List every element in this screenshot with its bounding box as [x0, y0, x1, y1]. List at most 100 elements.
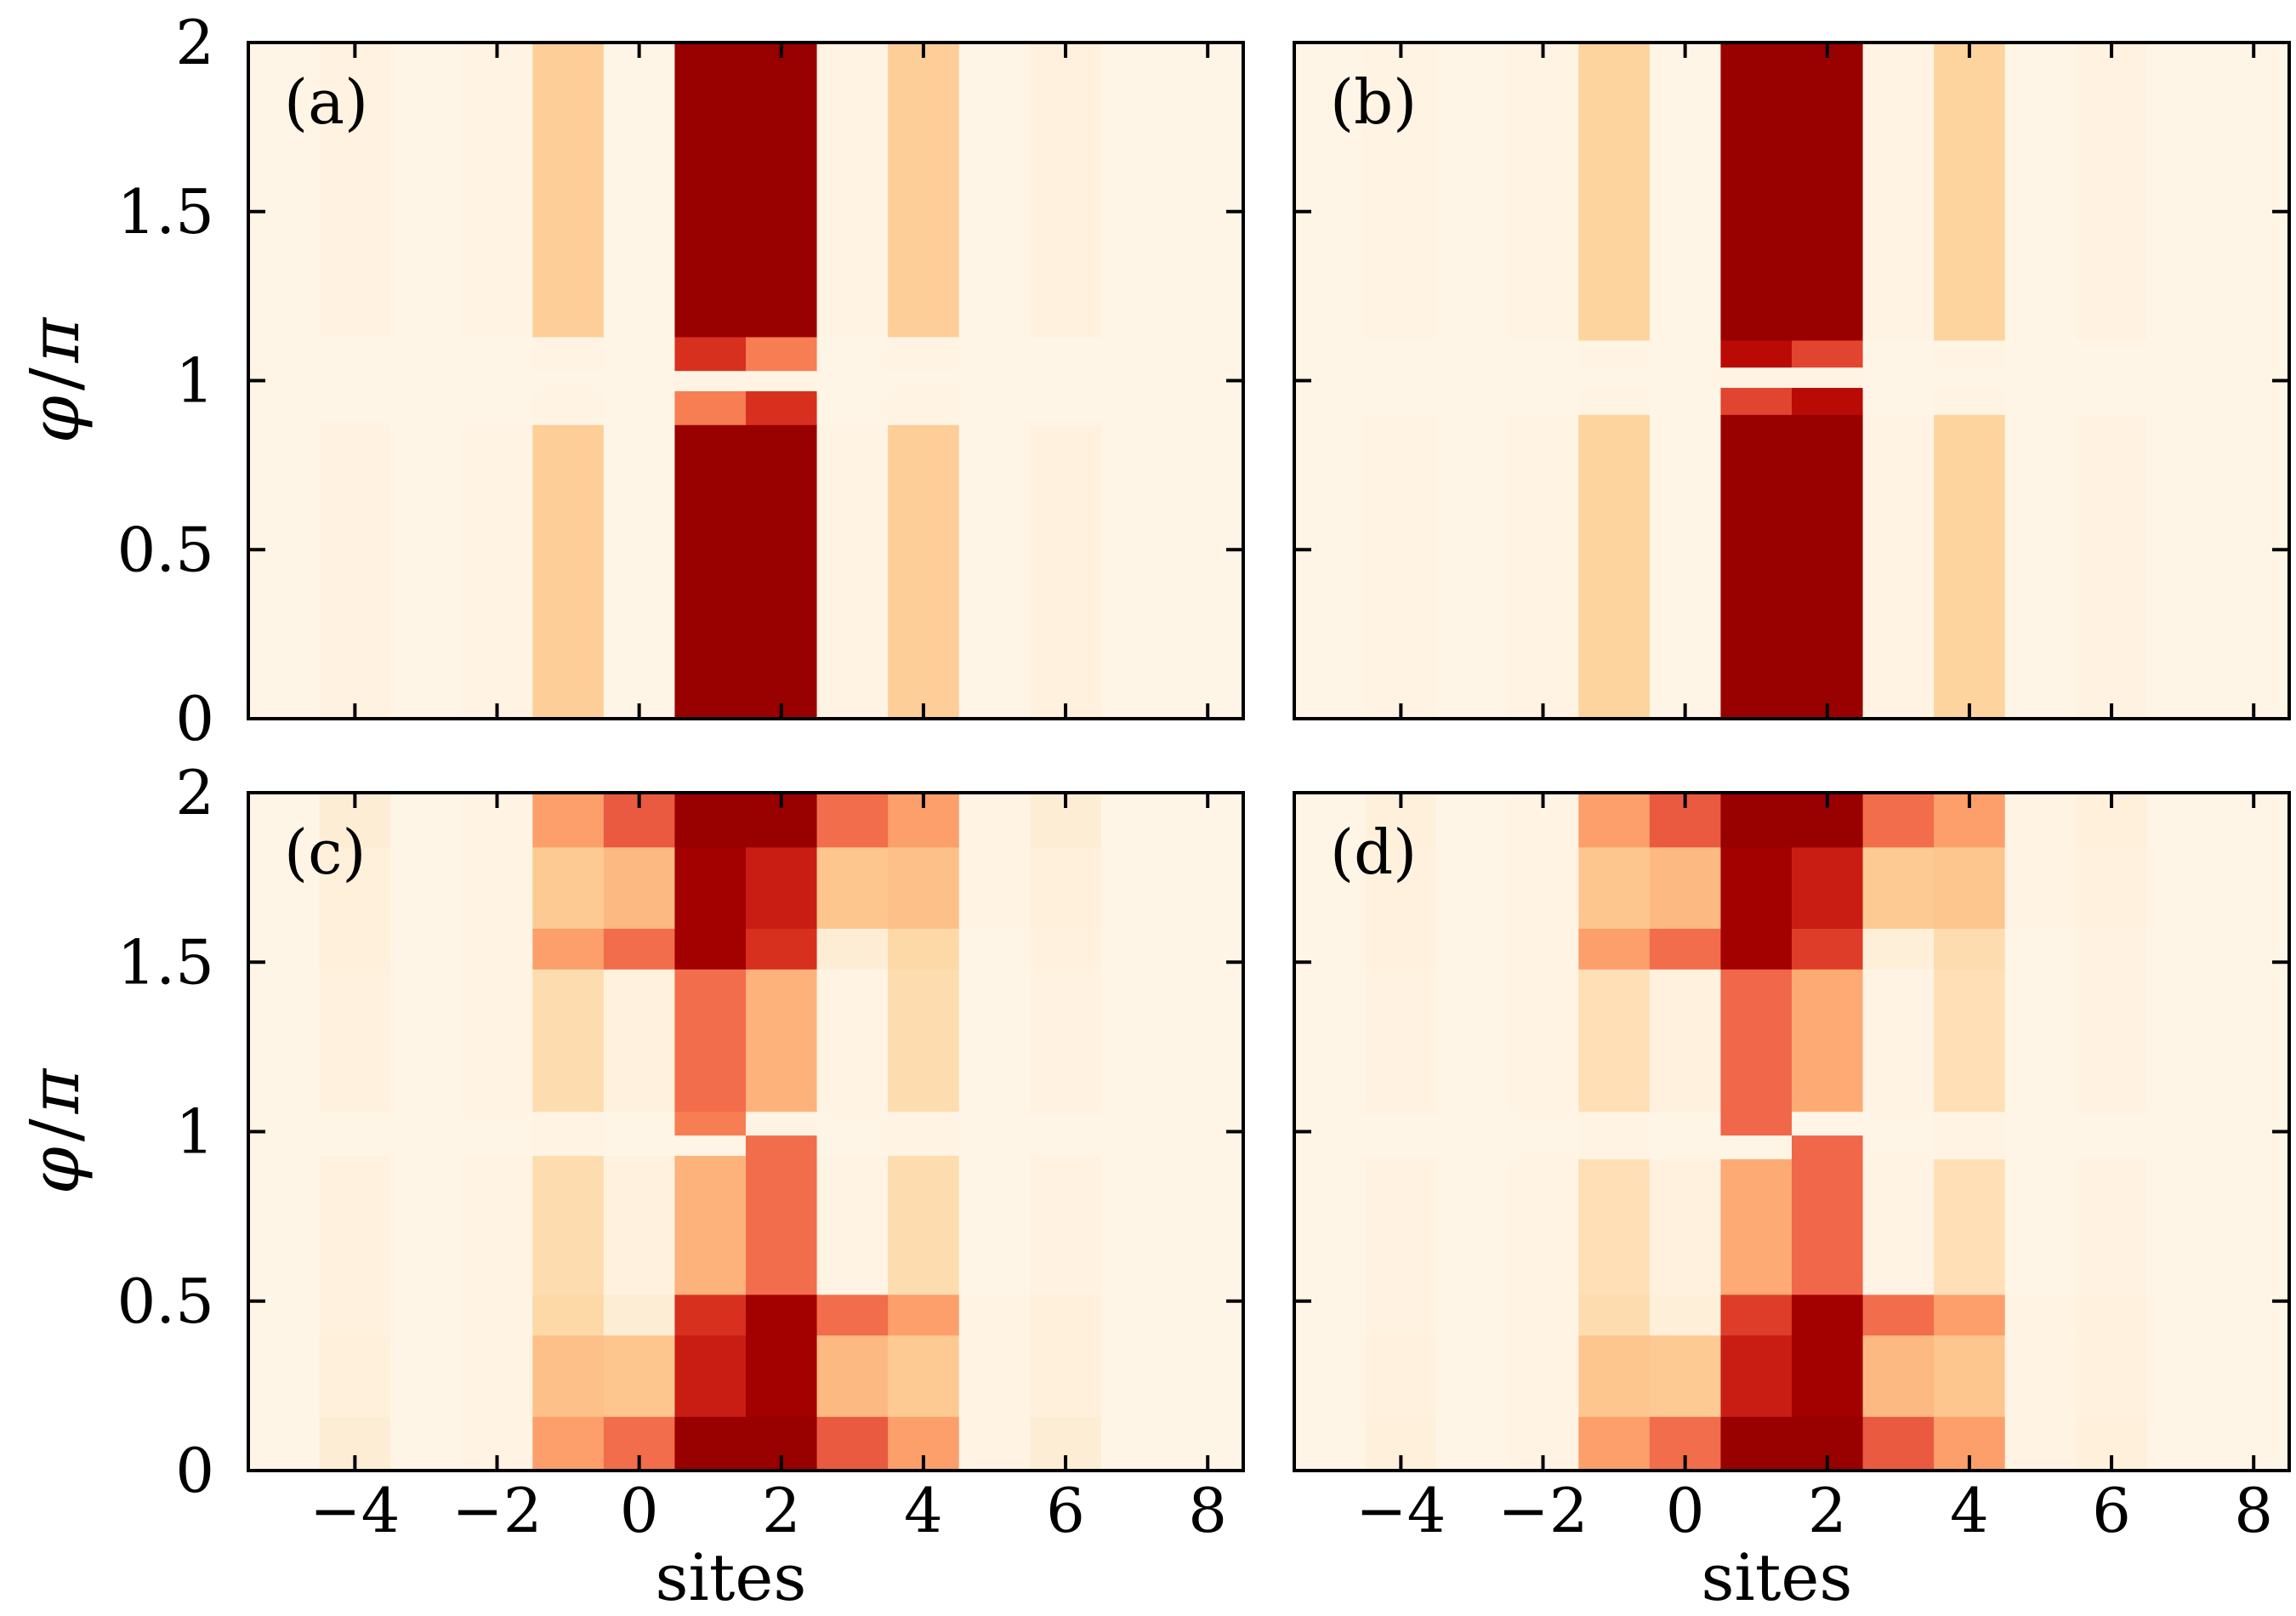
heatmap-cell: [532, 370, 605, 392]
heatmap-cell: [958, 1334, 1031, 1417]
heatmap-cell: [958, 928, 1031, 970]
heatmap-cell: [1100, 424, 1174, 720]
heatmap-cell: [461, 424, 533, 720]
heatmap-cell: [1792, 846, 1864, 929]
panel-b: (b): [1293, 41, 2291, 720]
heatmap-cell: [1172, 336, 1244, 372]
heatmap-cell: [958, 336, 1031, 372]
heatmap-cell: [1934, 414, 2006, 720]
heatmap-cell: [319, 424, 391, 720]
heatmap-cell: [1792, 969, 1864, 1112]
heatmap-cell: [674, 424, 747, 720]
heatmap-cell: [1172, 846, 1244, 929]
heatmap-cell: [1436, 43, 1509, 341]
heatmap-cell: [1934, 1334, 2006, 1417]
x-tick-label: 2: [762, 1475, 801, 1546]
heatmap-cell: [2076, 414, 2148, 720]
heatmap-cell: [1720, 339, 1793, 368]
panel-label: (c): [284, 817, 367, 888]
heatmap-cell: [1294, 414, 1367, 720]
heatmap-cell: [532, 1416, 605, 1471]
heatmap-cell: [1100, 336, 1174, 372]
heatmap-cell: [2004, 339, 2077, 368]
x-axis-label: sites: [656, 1539, 807, 1615]
heatmap-cell: [1792, 1334, 1864, 1417]
heatmap-cell: [2146, 928, 2219, 970]
heatmap-cell: [746, 846, 818, 929]
heatmap-cell: [1436, 1111, 1509, 1136]
heatmap-cell: [1030, 1135, 1102, 1156]
y-tick-label: 2: [175, 7, 214, 78]
heatmap-cell: [390, 928, 463, 970]
heatmap-cell: [1792, 928, 1864, 970]
heatmap-cell: [2146, 414, 2219, 720]
heatmap-cell: [1100, 390, 1174, 425]
x-tick-label: 2: [1808, 1475, 1847, 1546]
heatmap-cell: [958, 1135, 1031, 1156]
heatmap-cell: [816, 336, 889, 372]
heatmap-cell: [461, 370, 533, 392]
heatmap-cell: [1507, 414, 1579, 720]
panel-label: (b): [1330, 66, 1417, 138]
heatmap-cell: [1792, 1158, 1864, 1295]
heatmap-cell: [816, 1416, 889, 1471]
heatmap-cell: [1100, 846, 1174, 929]
heatmap-cell: [461, 1294, 533, 1336]
heatmap-cell: [1649, 43, 1722, 341]
y-axis-label: φ / π: [15, 316, 94, 443]
heatmap-cell: [816, 846, 889, 929]
heatmap-cell: [603, 424, 676, 720]
heatmap-cell: [2218, 339, 2290, 368]
heatmap-cell: [1720, 793, 1793, 848]
heatmap-cell: [2146, 1416, 2219, 1471]
y-tick-label: 1.5: [117, 176, 214, 248]
heatmap-cell: [816, 1111, 889, 1136]
heatmap-cell: [888, 1135, 960, 1156]
heatmap-cell: [1720, 387, 1793, 415]
heatmap-cell: [2004, 43, 2077, 341]
heatmap-cell: [1649, 1135, 1722, 1159]
heatmap-cell: [1436, 1416, 1509, 1471]
heatmap-cell: [2146, 1135, 2219, 1159]
heatmap-cell: [248, 1135, 321, 1156]
heatmap-cell: [674, 1111, 747, 1136]
heatmap-cell: [603, 928, 676, 970]
heatmap-cell: [674, 1294, 747, 1336]
heatmap-cell: [1862, 387, 1935, 415]
heatmap-cell: [1030, 1294, 1102, 1336]
heatmap-cell: [1862, 1158, 1935, 1295]
heatmap-cell: [1100, 43, 1174, 338]
heatmap-cell: [2076, 387, 2148, 415]
heatmap-cell: [319, 1294, 391, 1336]
y-tick-label: 1.5: [117, 926, 214, 998]
heatmap-cell: [888, 1155, 960, 1295]
x-tick-label: 4: [904, 1475, 943, 1546]
heatmap-cell: [2076, 43, 2148, 341]
heatmap-cell: [958, 1416, 1031, 1471]
heatmap-cell: [248, 43, 321, 338]
heatmap-cell: [2004, 1416, 2077, 1471]
heatmap-cell: [2004, 387, 2077, 415]
heatmap-cell: [816, 1135, 889, 1156]
x-tick-label: 0: [1666, 1475, 1705, 1546]
heatmap-cell: [603, 969, 676, 1112]
heatmap-cell: [1792, 43, 1864, 341]
heatmap-cell: [816, 1155, 889, 1295]
heatmap-cell: [1507, 928, 1579, 970]
heatmap-cell: [1934, 969, 2006, 1112]
heatmap-cell: [248, 1416, 321, 1471]
heatmap-cell: [1507, 846, 1579, 929]
heatmap-cell: [674, 336, 747, 372]
heatmap-cell: [1172, 969, 1244, 1112]
heatmap-cell: [1578, 1111, 1651, 1136]
heatmap-cell: [1578, 793, 1651, 848]
heatmap-cell: [390, 424, 463, 720]
heatmap-cell: [1649, 1111, 1722, 1136]
heatmap-cell: [674, 390, 747, 425]
heatmap-cell: [1934, 1294, 2006, 1336]
heatmap-cell: [1578, 1135, 1651, 1159]
heatmap-cell: [532, 1135, 605, 1156]
heatmap-cell: [888, 336, 960, 372]
y-tick-label: 1: [175, 1096, 214, 1168]
heatmap-cell: [1365, 928, 1437, 970]
